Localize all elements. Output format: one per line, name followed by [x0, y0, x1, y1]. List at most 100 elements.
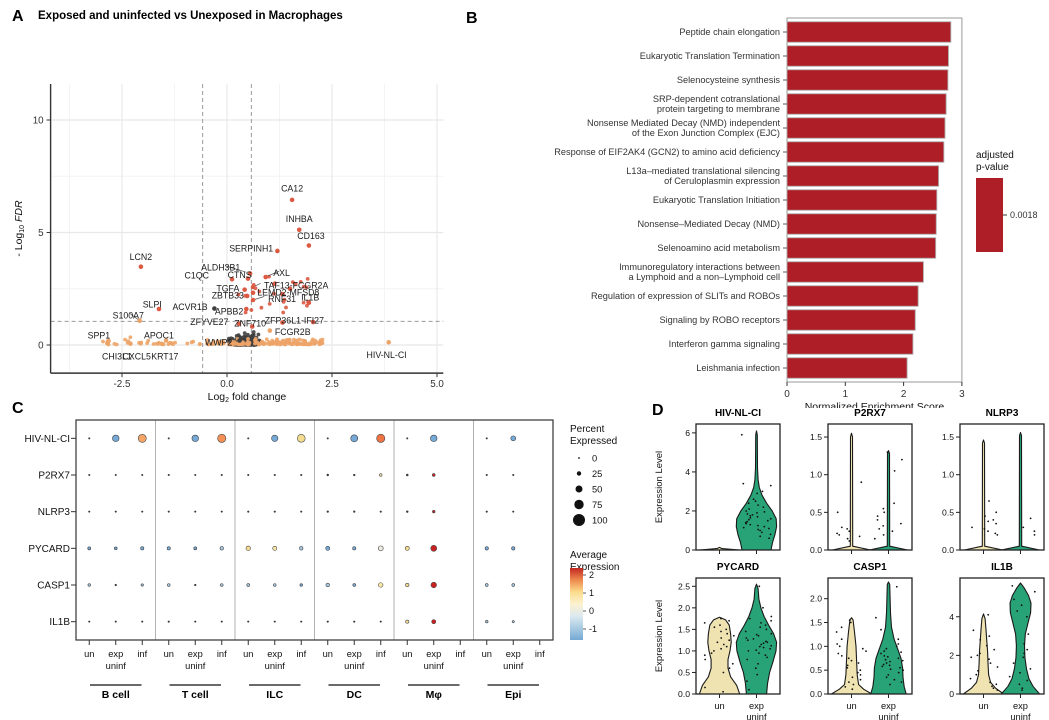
jitter-point [992, 687, 995, 690]
pathway-label: Response of EIF2AK4 (GCN2) to amino acid… [554, 147, 780, 157]
condition-label: exp [506, 649, 521, 659]
volcano-point [305, 277, 310, 281]
volcano-gene-point [159, 341, 165, 347]
x-tick-label: un [978, 701, 988, 711]
volcano-point [170, 342, 175, 347]
volcano-point [253, 337, 258, 341]
expression-dot [379, 510, 382, 513]
jitter-point [710, 652, 713, 654]
condition-label: inf [376, 649, 386, 659]
jitter-point [1023, 642, 1026, 645]
volcano-gene-point [242, 287, 247, 292]
legend-tick-label: 0.0018 [1010, 210, 1038, 220]
pathway-label: Leishmania infection [696, 363, 780, 373]
violin-title: NLRP3 [986, 408, 1019, 419]
volcano-point [128, 335, 133, 340]
x-sub-label: uninf [1010, 712, 1031, 720]
volcano-gene-point [289, 197, 295, 203]
jitter-point [703, 622, 706, 624]
volcano-point [236, 292, 241, 297]
expression-dot [325, 582, 330, 588]
y-tick-label: 6 [685, 428, 690, 438]
expression-dot [484, 546, 489, 551]
jitter-point [882, 507, 885, 510]
enrichment-bar-svg: Peptide chain elongation Eukaryotic Trans… [554, 17, 1038, 408]
volcano-gene-point [138, 264, 144, 269]
volcano-gene-point [287, 286, 293, 292]
violin-panel-border [695, 423, 781, 551]
volcano-gene-label: SPP1 [88, 331, 111, 341]
jitter-point [996, 534, 999, 536]
jitter-point [756, 515, 759, 518]
jitter-point [893, 678, 896, 681]
volcano-point [137, 341, 142, 345]
volcano-gene-point [237, 338, 242, 343]
volcano-gene-point [137, 318, 142, 324]
jitter-point [746, 639, 749, 642]
avg-legend-tick-label: 2 [589, 570, 594, 580]
expression-dot [141, 620, 144, 623]
volcano-gene-label: AXL [273, 268, 290, 278]
volcano-point [154, 341, 159, 346]
pathway-label: Nonsense Mediated Decay (NMD) independen… [587, 118, 780, 138]
jitter-point [848, 540, 851, 542]
volcano-point [283, 342, 288, 347]
x-axis-title: Normalized Enrichment Score [805, 401, 945, 408]
expression-dot [300, 620, 303, 623]
jitter-point [840, 626, 843, 629]
violin-exp-uninf [1000, 431, 1041, 551]
expression-dot [220, 583, 224, 587]
enrichment-bar [786, 261, 924, 283]
x-axis-title: Log2 fold change [208, 391, 287, 402]
y-tick-label: 1.0 [810, 470, 822, 480]
jitter-point [769, 517, 772, 520]
jitter-point [704, 686, 706, 689]
jitter-point [850, 659, 853, 662]
volcano-point [234, 334, 239, 338]
jitter-point [893, 470, 896, 472]
volcano-point [316, 340, 321, 345]
expression-dot [137, 434, 147, 443]
volcano-point [230, 339, 235, 344]
jitter-point [1019, 671, 1021, 674]
enrichment-bar [786, 357, 908, 379]
jitter-point [755, 649, 758, 651]
expression-dot [326, 510, 329, 513]
avg-legend-tick-label: -1 [589, 624, 597, 634]
pathway-label: Signaling by ROBO receptors [659, 315, 780, 325]
y-tick-label: 1.0 [810, 641, 822, 651]
jitter-point [893, 502, 895, 505]
expression-dot [430, 545, 438, 552]
expression-dot [273, 583, 277, 587]
jitter-point [745, 522, 747, 525]
expression-dot [114, 620, 117, 623]
pathway-label: Nonsense–Mediated Decay (NMD) [638, 219, 780, 229]
y-tick-label: 0.5 [810, 665, 822, 675]
jitter-point [889, 668, 892, 671]
expression-dot [271, 434, 279, 442]
jitter-point [991, 685, 993, 688]
volcano-point [298, 280, 303, 284]
jitter-point [759, 529, 761, 532]
volcano-gene-point [244, 306, 249, 312]
jitter-point [859, 669, 862, 672]
jitter-point [987, 520, 990, 523]
volcano-point [294, 342, 299, 347]
volcano-gene-label: ZFP36L1-IFI27 [265, 315, 324, 325]
expression-dot [193, 546, 198, 551]
enrichment-bar [786, 285, 919, 307]
volcano-point [273, 340, 277, 345]
volcano-gene-label: LCN2 [130, 252, 153, 262]
expression-dot [485, 437, 488, 440]
condition-label: inf [455, 649, 465, 659]
y-tick-label: 10 [33, 115, 44, 126]
jitter-point [849, 621, 852, 624]
volcano-point [284, 305, 288, 310]
jitter-point [766, 641, 769, 644]
jitter-point [720, 630, 722, 633]
volcano-point [189, 340, 194, 345]
expression-dot [350, 434, 359, 443]
jitter-point [848, 681, 850, 683]
pathway-label: Eukaryotic Translation Initiation [653, 195, 780, 205]
expression-dot [88, 473, 91, 477]
